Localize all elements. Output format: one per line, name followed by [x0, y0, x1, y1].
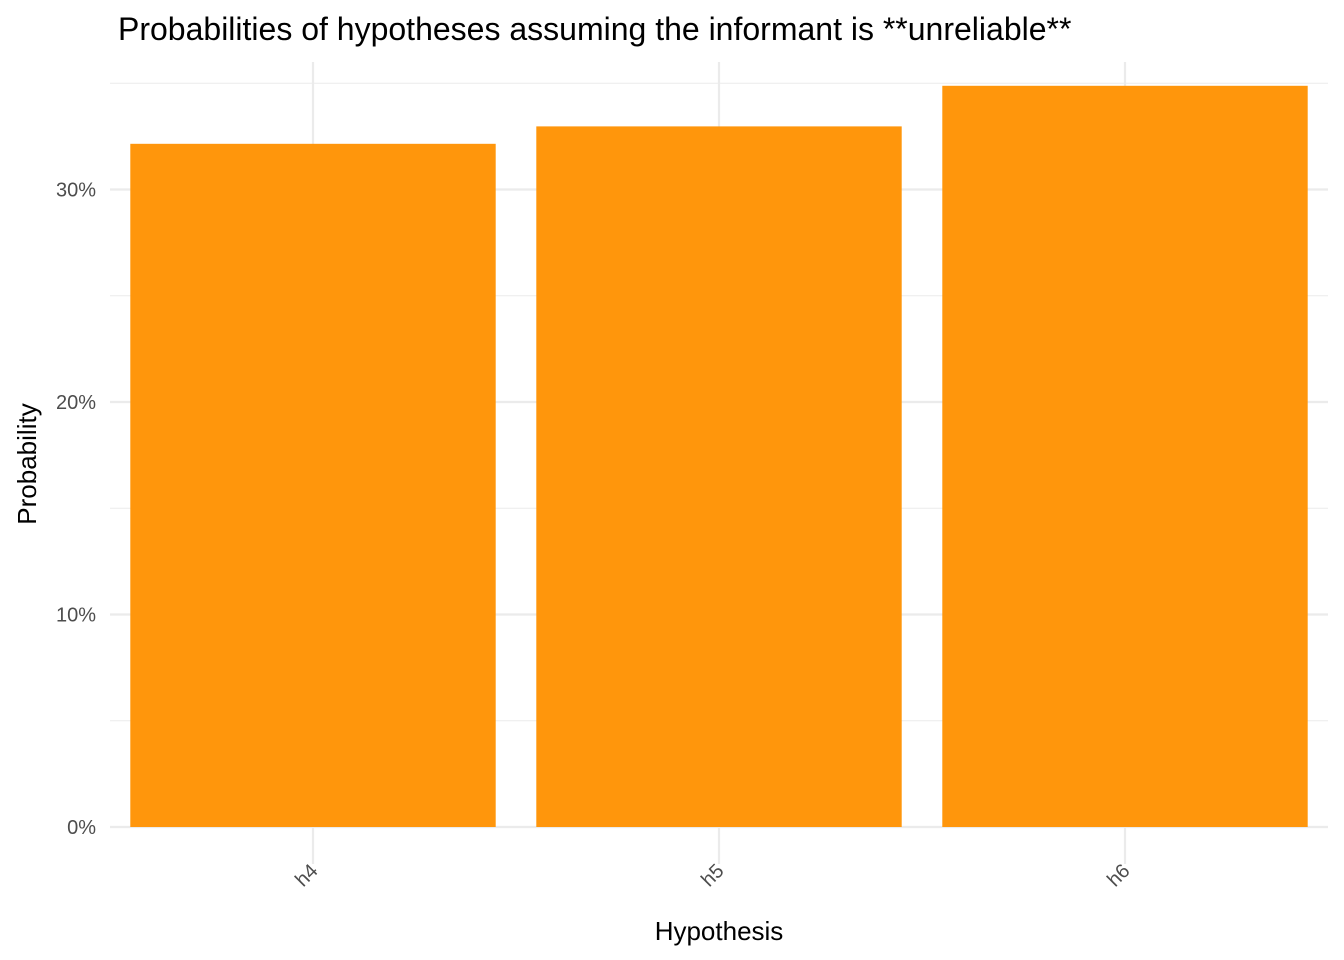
bar-h6 — [942, 85, 1308, 828]
x-tick-label-h4: h4 — [291, 860, 322, 891]
bar-h5 — [536, 126, 902, 827]
y-tick-label: 0% — [67, 817, 96, 839]
chart-title: Probabilities of hypotheses assuming the… — [118, 11, 1071, 47]
y-tick-label: 10% — [56, 605, 96, 627]
bar-h4 — [130, 143, 496, 827]
x-axis-title: Hypothesis — [655, 916, 784, 946]
x-tick-label-h6: h6 — [1103, 860, 1134, 891]
y-axis-title: Probability — [12, 403, 42, 524]
x-tick-label-h5: h5 — [697, 860, 728, 891]
bar-layer — [130, 85, 1308, 828]
y-tick-label: 20% — [56, 392, 96, 414]
y-tick-label: 30% — [56, 180, 96, 202]
